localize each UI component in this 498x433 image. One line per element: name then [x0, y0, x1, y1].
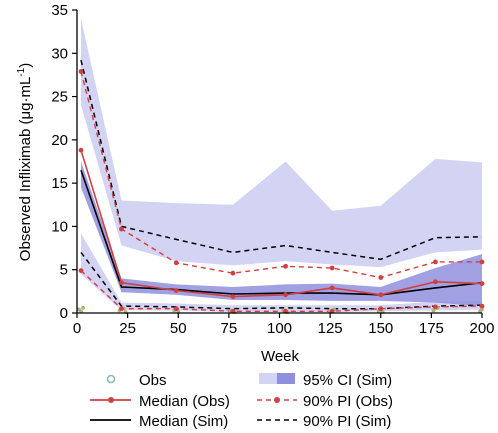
y-tick-label: 10 — [51, 218, 68, 235]
y-tick-label: 20 — [51, 132, 68, 149]
pi90-obs-lower-point — [78, 268, 84, 273]
pi90-obs-upper-point — [173, 260, 179, 266]
obs-point — [431, 308, 436, 313]
y-tick-label: 25 — [51, 89, 68, 106]
legend: Obs Median (Obs) Median (Sim) 95% CI (Si… — [90, 372, 393, 430]
y-axis-label-sup: -1 — [16, 67, 27, 76]
legend-ci-dark-swatch — [277, 373, 295, 384]
y-tick-label: 15 — [51, 175, 68, 192]
series-points — [77, 69, 485, 315]
y-tick-label: 5 — [60, 262, 68, 279]
x-tick-label: 175 — [419, 320, 444, 337]
x-tick-label: 50 — [170, 320, 187, 337]
median-obs-point — [283, 292, 288, 298]
median-obs-point — [230, 294, 236, 299]
x-tick-label: 0 — [73, 320, 81, 337]
obs-point — [81, 305, 86, 310]
median-obs-point — [173, 288, 179, 293]
ci-band-median — [81, 161, 482, 307]
legend-median-sim-label: Median (Sim) — [139, 413, 228, 430]
x-tick-label: 125 — [318, 320, 343, 337]
median-obs-point — [479, 281, 485, 286]
pi90-obs-upper-point — [78, 69, 84, 74]
x-tick-label: 25 — [119, 320, 136, 337]
legend-pi90-sim-label: 90% PI (Sim) — [303, 413, 391, 430]
ci-band-lower — [81, 233, 482, 313]
y-axis-label-tail: ) — [17, 63, 34, 68]
x-tick-label: 100 — [267, 320, 292, 337]
median-obs-point — [433, 279, 438, 285]
legend-ci-light-swatch — [259, 373, 277, 384]
pi90-obs-lower-point — [479, 303, 485, 309]
pi90-obs-upper-point — [378, 275, 384, 280]
pi90-obs-upper-point — [230, 270, 236, 276]
x-axis-label: Week — [261, 348, 300, 365]
x-tick-label: 150 — [368, 320, 393, 337]
pi90-obs-upper-point — [479, 259, 485, 265]
pi90-obs-lower-point — [378, 306, 384, 312]
x-tick-label: 75 — [221, 320, 238, 337]
pi90-obs-lower-point — [119, 306, 124, 312]
median-obs-point — [78, 147, 84, 153]
legend-pi90-obs-marker — [274, 397, 280, 403]
y-axis-label: Observed Infliximab (μg·mL-1) — [16, 63, 34, 261]
legend-obs-label: Obs — [139, 372, 167, 389]
pi90-obs-upper-point — [119, 226, 124, 232]
pi90-obs-lower-point — [173, 306, 179, 312]
median-obs-point — [378, 292, 384, 298]
pi90-obs-lower-point — [433, 304, 438, 310]
ci-bands — [81, 18, 482, 313]
axes: 0 5 10 15 20 25 30 35 0 25 50 75 100 125 150 175 200 — [51, 2, 494, 337]
legend-median-obs-marker — [108, 397, 114, 403]
y-tick-label: 0 — [60, 305, 68, 322]
pi90-obs-upper-point — [283, 263, 288, 269]
pi90-obs-upper-point — [329, 265, 335, 271]
median-obs-point — [119, 280, 124, 286]
legend-median-obs-label: Median (Obs) — [139, 393, 230, 410]
pi90-obs-upper-point — [433, 259, 438, 265]
legend-ci95-label: 95% CI (Sim) — [303, 372, 392, 389]
legend-obs-marker — [106, 374, 116, 384]
ci-band-upper — [81, 18, 482, 268]
y-axis-label-main: Observed Infliximab (μg·mL — [17, 77, 34, 262]
y-tick-label: 30 — [51, 45, 68, 62]
median-obs-point — [329, 285, 335, 291]
pi90-sim-upper-line — [80, 60, 483, 261]
y-tick-label: 35 — [51, 2, 68, 19]
legend-pi90-obs-label: 90% PI (Obs) — [303, 393, 393, 410]
x-tick-label: 200 — [469, 320, 494, 337]
